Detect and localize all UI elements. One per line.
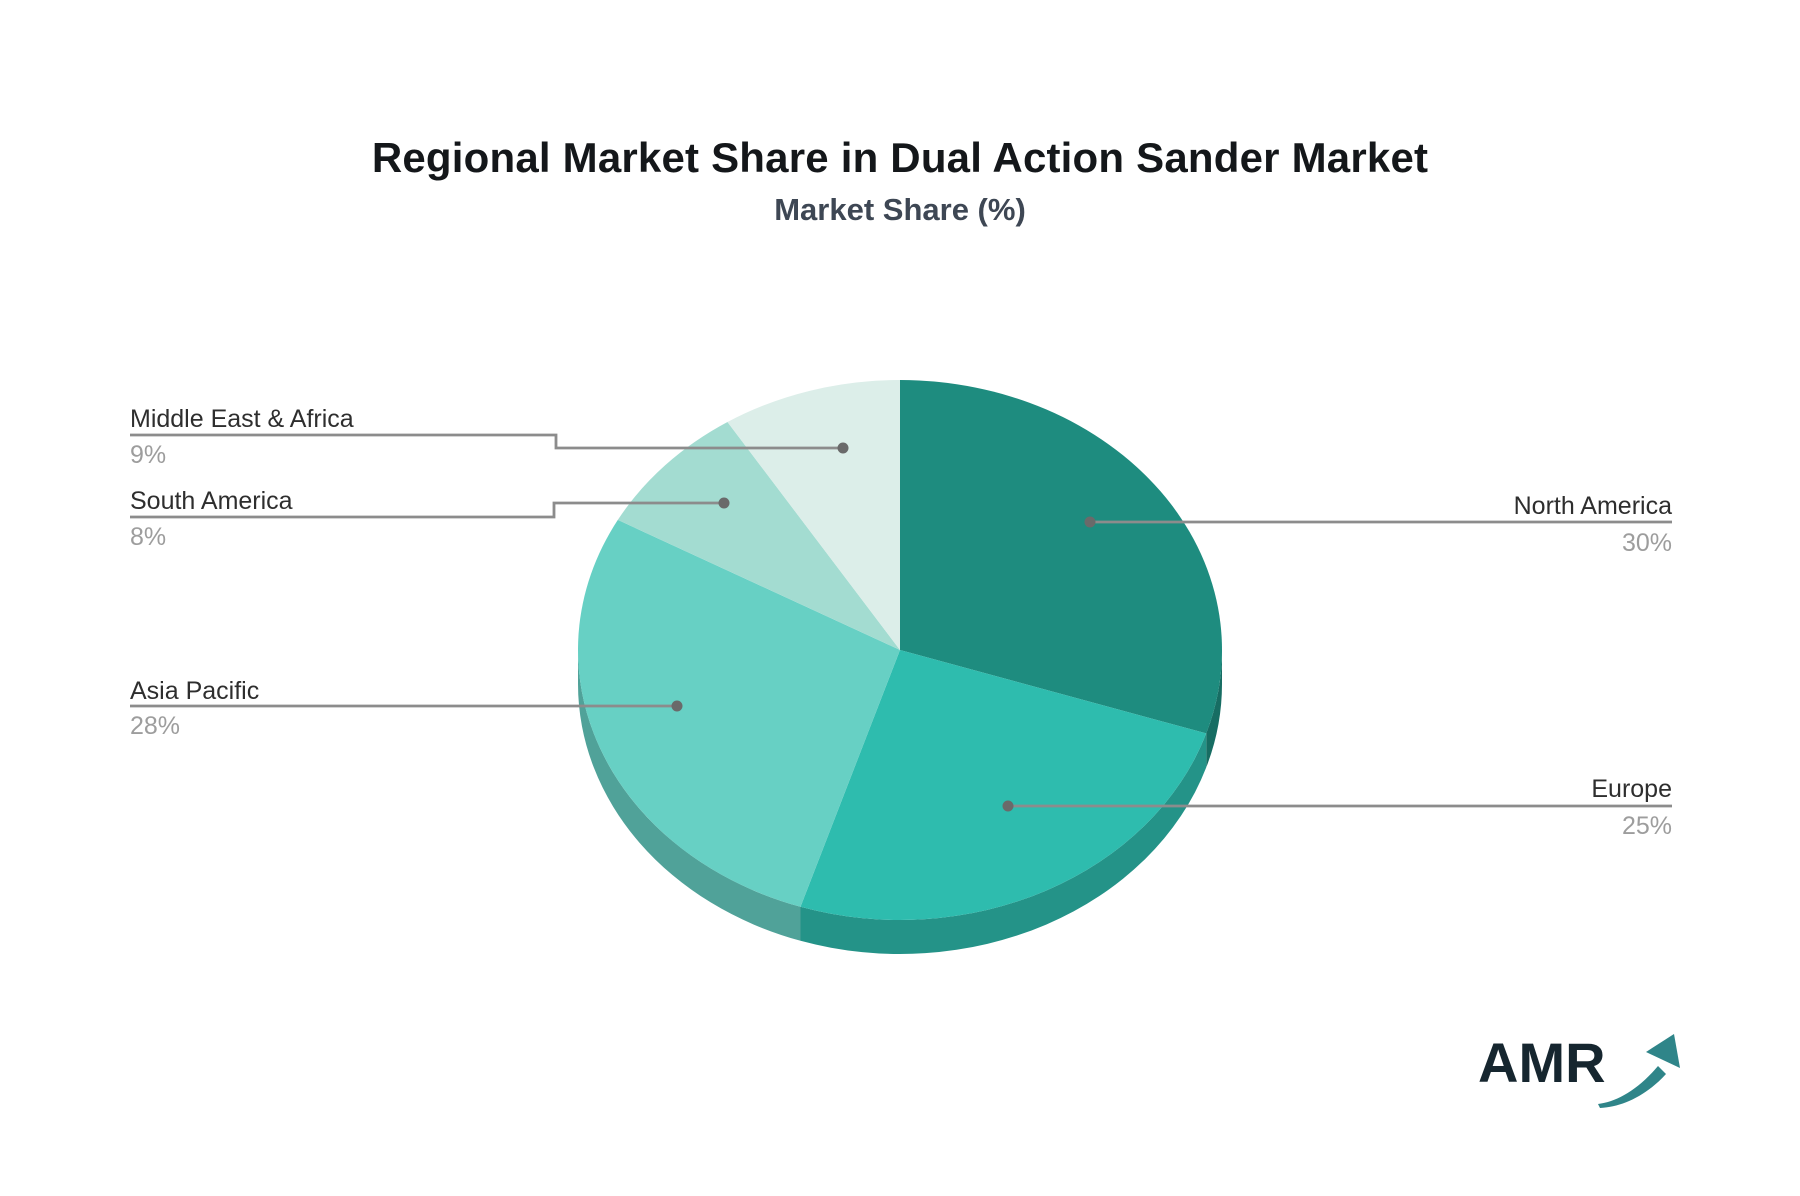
amr-logo: AMR xyxy=(1478,1022,1688,1112)
amr-logo-text: AMR xyxy=(1478,1031,1606,1094)
pie-slice-asia-pacific[interactable] xyxy=(578,519,900,907)
leader-dot-europe xyxy=(1002,800,1014,812)
slice-label-middle-east-africa: Middle East & Africa xyxy=(130,405,354,433)
leader-dot-middle-east-africa xyxy=(837,442,849,454)
slice-label-south-america: South America xyxy=(130,487,293,515)
pie-slice-side-europe xyxy=(800,733,1207,954)
pie-slice-south-america[interactable] xyxy=(617,422,900,650)
pie-slice-side-north-america xyxy=(1206,650,1222,768)
leader-dot-north-america xyxy=(1084,516,1096,528)
slice-value-europe: 25% xyxy=(1621,812,1672,840)
growth-arrow-icon xyxy=(1598,1034,1680,1108)
slice-value-south-america: 8% xyxy=(130,523,167,551)
slice-value-asia-pacific: 28% xyxy=(130,712,181,740)
leader-line-middle-east-africa xyxy=(130,433,843,450)
leader-line-south-america xyxy=(130,501,724,519)
slice-value-middle-east-africa: 9% xyxy=(130,441,167,469)
pie-slice-side-asia-pacific xyxy=(578,650,801,941)
chart-subtitle: Market Share (%) xyxy=(774,192,1026,227)
pie-slice-europe[interactable] xyxy=(800,650,1207,920)
leader-dot-south-america xyxy=(718,497,730,509)
slice-label-asia-pacific: Asia Pacific xyxy=(130,677,260,705)
slice-label-north-america: North America xyxy=(1513,492,1672,520)
slice-value-north-america: 30% xyxy=(1621,529,1672,557)
pie-slice-north-america[interactable] xyxy=(900,380,1222,734)
leader-dot-asia-pacific xyxy=(671,700,683,712)
slice-label-europe: Europe xyxy=(1591,775,1672,803)
chart-title: Regional Market Share in Dual Action San… xyxy=(371,134,1429,181)
